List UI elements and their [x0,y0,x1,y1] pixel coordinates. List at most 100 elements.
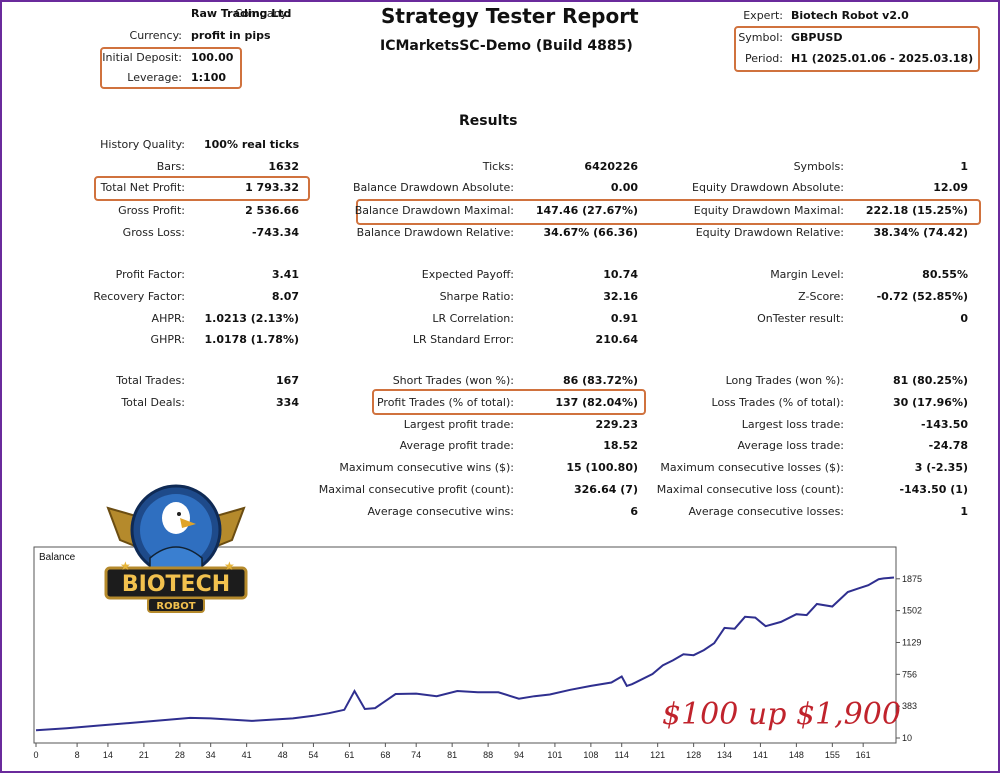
x-tick-label: 41 [242,750,252,760]
stat-value-col2-10: 229.23 [595,418,638,431]
stat-label-col3-2: Equity Drawdown Maximal: [693,204,844,217]
stat-label-col3-9: Largest loss trade: [741,418,844,431]
stat-label-col3-10: Average loss trade: [737,439,844,452]
report-subtitle: ICMarketsSC-Demo (Build 4885) [380,38,633,54]
stat-label-col3-0: Symbols: [793,160,844,173]
deposit-value: 100.00 [191,51,234,64]
stat-value-col1-3: 2 536.66 [245,204,299,217]
stat-value-col2-11: 18.52 [603,439,638,452]
stat-label-col1-10: Total Deals: [121,396,185,409]
expert-value: Biotech Robot v2.0 [791,9,909,22]
balance-series-line [35,576,895,732]
symbol-value: GBPUSD [791,31,843,44]
profit-trades-highlight-box [372,389,646,415]
stat-label-col3-7: Long Trades (won %): [725,374,844,387]
stat-label-col3-3: Equity Drawdown Relative: [695,226,844,239]
period-value: H1 (2025.01.06 - 2025.03.18) [791,52,974,65]
symbol-period-highlight-box [734,26,980,72]
stat-label-col1-2: Total Net Profit: [100,181,185,194]
deposit-label: Initial Deposit: [102,51,182,64]
report-title: Strategy Tester Report [381,4,639,28]
stat-label-col2-3: Balance Drawdown Relative: [356,226,514,239]
stat-value-col1-8: 1.0178 (1.78%) [204,333,300,346]
stat-value-col3-5: -0.72 (52.85%) [876,290,968,303]
stat-label-col2-1: Balance Drawdown Absolute: [352,181,514,194]
svg-text:★: ★ [120,559,131,573]
stat-value-col2-6: 0.91 [610,312,638,325]
x-tick-label: 108 [583,750,598,760]
y-tick-label: 1129 [902,637,921,647]
leverage-label: Leverage: [127,71,182,84]
stat-label-col2-8: Short Trades (won %): [392,374,514,387]
stat-value-col3-3: 38.34% (74.42) [873,226,969,239]
x-tick-label: 148 [789,750,804,760]
stat-label-col1-3: Gross Profit: [118,204,185,217]
stat-label-col3-11: Maximum consecutive losses ($): [660,461,844,474]
stat-label-col1-5: Profit Factor: [115,268,185,281]
logo-text-main: BIOTECH [122,572,230,597]
stat-value-col3-11: 3 (-2.35) [914,461,968,474]
results-heading: Results [459,113,518,129]
stat-label-col1-0: History Quality: [100,138,185,151]
stat-label-col2-7: LR Standard Error: [412,333,514,346]
x-tick-label: 134 [717,750,732,760]
stat-value-col2-0: 6420226 [584,160,638,173]
svg-text:★: ★ [224,559,235,573]
stat-label-col2-9: Profit Trades (% of total): [376,396,514,409]
x-tick-label: 81 [447,750,457,760]
stat-value-col3-9: -143.50 [920,418,968,431]
x-tick-label: 14 [103,750,113,760]
x-tick-label: 34 [206,750,216,760]
stat-value-col1-4: -743.34 [251,226,299,239]
stat-label-col2-0: Ticks: [482,160,514,173]
stat-label-col1-6: Recovery Factor: [93,290,185,303]
stat-label-col1-8: GHPR: [150,333,185,346]
stat-value-col3-12: -143.50 (1) [899,483,968,496]
stat-label-col1-9: Total Trades: [116,374,185,387]
stat-label-col3-13: Average consecutive losses: [688,505,844,518]
stat-value-col1-6: 8.07 [271,290,299,303]
stat-label-col2-6: LR Correlation: [432,312,514,325]
x-tick-label: 8 [75,750,80,760]
stat-value-col3-8: 30 (17.96%) [892,396,968,409]
x-tick-label: 21 [139,750,149,760]
stat-label-col2-14: Average consecutive wins: [367,505,514,518]
stat-value-col1-1: 1632 [268,160,299,173]
drawdown-highlight-box [356,199,981,225]
y-tick-label: 10 [902,733,912,743]
deposit-highlight-box [100,47,242,89]
net-profit-highlight-box [94,176,310,201]
stat-label-col2-10: Largest profit trade: [403,418,514,431]
company-value: Raw Trading Ltd [191,7,292,20]
stat-value-col2-4: 10.74 [603,268,638,281]
y-tick-label: 1502 [902,606,922,616]
logo-text-sub: ROBOT [156,601,195,612]
stat-value-col3-7: 81 (80.25%) [892,374,968,387]
x-tick-label: 161 [856,750,871,760]
stat-value-col3-1: 12.09 [933,181,968,194]
stat-value-col1-2: 1 793.32 [245,181,299,194]
x-tick-label: 141 [753,750,768,760]
stat-value-col2-14: 6 [630,505,638,518]
stat-label-col3-5: Z-Score: [798,290,844,303]
stat-label-col2-4: Expected Payoff: [421,268,514,281]
stat-label-col2-13: Maximal consecutive profit (count): [318,483,514,496]
stat-value-col3-0: 1 [960,160,968,173]
stat-value-col1-5: 3.41 [271,268,299,281]
y-tick-label: 1875 [902,574,922,584]
biotech-robot-logo: BIOTECH ROBOT ★ ★ [104,484,248,613]
chart-title: Balance [39,552,76,563]
x-tick-label: 54 [308,750,318,760]
x-tick-label: 128 [686,750,701,760]
stat-value-col3-2: 222.18 (15.25%) [865,204,968,217]
stat-label-col3-8: Loss Trades (% of total): [711,396,844,409]
stat-value-col2-5: 32.16 [603,290,638,303]
x-tick-label: 121 [650,750,665,760]
stat-label-col3-12: Maximal consecutive loss (count): [656,483,844,496]
x-tick-label: 61 [344,750,354,760]
stat-value-col1-10: 334 [276,396,299,409]
stat-label-col1-4: Gross Loss: [122,226,185,239]
stat-value-col2-7: 210.64 [595,333,638,346]
x-tick-label: 68 [380,750,390,760]
